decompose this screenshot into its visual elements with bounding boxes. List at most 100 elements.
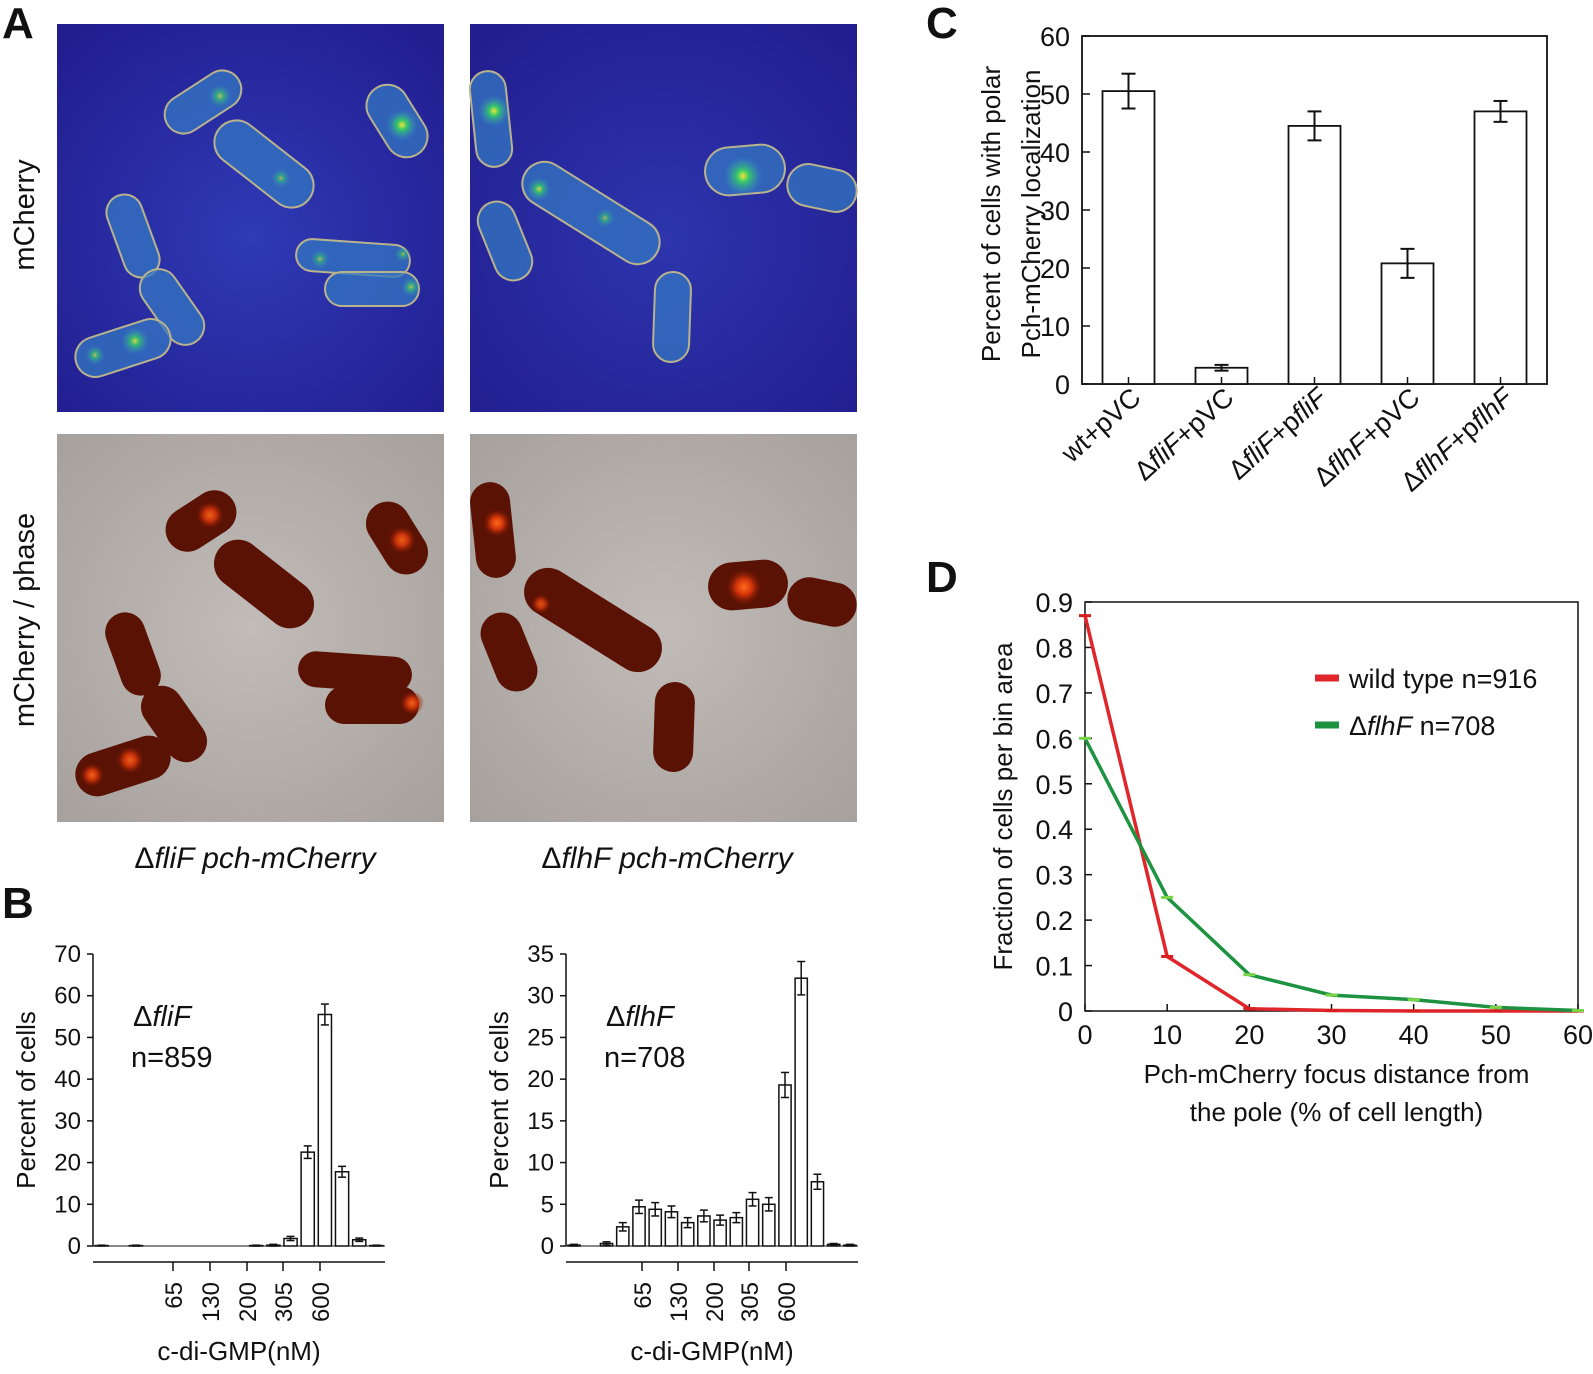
x-tick-label: 40: [1399, 1020, 1429, 1050]
bar: [1473, 110, 1528, 385]
y-tick-label: 20: [54, 1150, 81, 1177]
bar: [1101, 90, 1156, 385]
chart-d: 0 0.1 0.2 0.3 0.4 0.5 0.6 0.7 0.8 0.9 0 10 20 30 40 50 6…: [988, 588, 1593, 1127]
y-tick-label: 35: [527, 941, 554, 968]
y-tick-label: 15: [527, 1108, 554, 1135]
row-label-phase: mCherry / phase: [9, 513, 41, 727]
image-flhF-mcherry: [468, 24, 858, 412]
chart-b-left: 0 10 20 30 40 50 60 70 65 130 200 305 600 c-di-GMP(nM…: [11, 941, 385, 1366]
y-tick-label: 10: [527, 1150, 554, 1177]
x-tick-label: ΔfliF+pVC: [1129, 382, 1240, 486]
annotation-gene: ΔfliF: [133, 1001, 193, 1033]
y-tick-label: 10: [1040, 312, 1070, 342]
y-tick-label: 0: [1055, 370, 1070, 400]
y-tick-label: 0.4: [1035, 815, 1073, 845]
bar: [778, 1084, 792, 1247]
y-tick-label: 20: [527, 1066, 554, 1093]
y-axis-label-line1: Percent of cells with polar: [976, 66, 1006, 363]
y-tick-label: 30: [1040, 196, 1070, 226]
y-tick-label: 40: [1040, 138, 1070, 168]
panel-label-c: C: [926, 0, 958, 48]
x-tick-label: 60: [1563, 1020, 1593, 1050]
legend-name: wild type n=916: [1348, 664, 1537, 694]
bar: [317, 1013, 333, 1247]
x-tick-label: 0: [1077, 1020, 1092, 1050]
bar: [810, 1181, 825, 1247]
y-tick-label: 30: [527, 983, 554, 1010]
y-tick-label: 20: [1040, 254, 1070, 284]
x-axis-label: c-di-GMP(nM): [630, 1336, 793, 1366]
annotation-gene-name: fliF: [152, 1001, 193, 1033]
x-tick-label: 200: [235, 1282, 262, 1322]
bar: [794, 977, 809, 1247]
legend-prefix: Δ: [1349, 711, 1367, 741]
y-tick-label: 0.7: [1035, 679, 1073, 709]
x-tick-label: 65: [161, 1282, 188, 1309]
y-axis-label: Percent of cells: [484, 1011, 514, 1189]
legend-name: n=708: [1412, 711, 1495, 741]
image-fliF-phase: [57, 434, 444, 822]
bar: [300, 1151, 316, 1247]
chart-b-right: 0 5 10 15 20 25 30 35 65 130 200 305 600 c-di-GMP(nM)…: [484, 941, 858, 1366]
y-tick-label: 60: [1040, 22, 1070, 52]
y-tick-label: 0.5: [1035, 770, 1073, 800]
y-axis-label: Fraction of cells per bin area: [988, 642, 1018, 971]
bar: [334, 1170, 350, 1247]
x-tick-label: 600: [774, 1282, 801, 1322]
y-tick-label: 5: [541, 1191, 554, 1218]
y-tick-label: 0.8: [1035, 633, 1073, 663]
y-tick-label: 50: [1040, 80, 1070, 110]
y-tick-label: 0: [541, 1233, 554, 1260]
x-tick-label: 130: [198, 1282, 225, 1322]
bar: [1287, 125, 1342, 385]
x-axis-label: c-di-GMP(nM): [157, 1336, 320, 1366]
x-axis-label-line1: Pch-mCherry focus distance from: [1144, 1059, 1530, 1089]
x-tick-label: 200: [702, 1282, 729, 1322]
x-tick-label: 50: [1481, 1020, 1511, 1050]
x-tick-label: 10: [1152, 1020, 1182, 1050]
series-line: [1083, 737, 1579, 1013]
annotation-prefix: Δ: [133, 1001, 152, 1033]
row-label-mcherry: mCherry: [9, 159, 41, 271]
y-tick-label: 0.6: [1035, 724, 1073, 754]
x-tick-label: 130: [666, 1282, 693, 1322]
panel-label-a: A: [2, 0, 34, 48]
annotation-gene-name: flhF: [625, 1001, 676, 1033]
y-axis-label-line2: Pch-mCherry localization: [1016, 70, 1046, 359]
y-tick-label: 50: [54, 1024, 81, 1051]
x-tick-label: 30: [1316, 1020, 1346, 1050]
cat-suffix: +pVC: [1355, 382, 1426, 450]
panel-a: mCherry mCherry / phase: [9, 24, 858, 875]
y-tick-label: 25: [527, 1024, 554, 1051]
image-flhF-phase: [470, 434, 857, 822]
x-tick-label: 305: [271, 1282, 298, 1322]
cat-suffix: +pVC: [1169, 382, 1240, 450]
y-tick-label: 0: [1058, 997, 1073, 1027]
legend-gene: flhF: [1367, 711, 1414, 741]
caption-flhF: ΔflhF pch-mCherry: [541, 842, 794, 875]
x-tick-label: 65: [630, 1282, 657, 1309]
y-tick-label: 60: [54, 983, 81, 1010]
panel-label-d: D: [926, 553, 958, 602]
y-tick-label: 70: [54, 941, 81, 968]
x-tick-label: 600: [308, 1282, 335, 1322]
panel-label-b: B: [2, 879, 34, 928]
y-axis-label: Percent of cells: [11, 1011, 41, 1189]
legend-entry: ΔflhF n=708: [1349, 711, 1495, 741]
y-tick-label: 0.1: [1035, 952, 1073, 982]
x-axis-label-line2: the pole (% of cell length): [1190, 1097, 1483, 1127]
y-tick-label: 0.9: [1035, 588, 1073, 618]
x-tick-label: 305: [737, 1282, 764, 1322]
y-tick-label: 0.2: [1035, 906, 1073, 936]
annotation-n: n=859: [131, 1042, 212, 1074]
y-tick-label: 40: [54, 1066, 81, 1093]
annotation-n: n=708: [604, 1042, 685, 1074]
x-tick-label: 20: [1234, 1020, 1264, 1050]
bar: [1380, 262, 1435, 385]
y-tick-label: 30: [54, 1108, 81, 1135]
annotation-gene: ΔflhF: [606, 1001, 676, 1033]
annotation-prefix: Δ: [606, 1001, 625, 1033]
chart-c: 0102030405060wt+pVCΔfliF+pVCΔfliF+pfliFΔ…: [976, 22, 1548, 497]
y-tick-label: 0.3: [1035, 861, 1073, 891]
